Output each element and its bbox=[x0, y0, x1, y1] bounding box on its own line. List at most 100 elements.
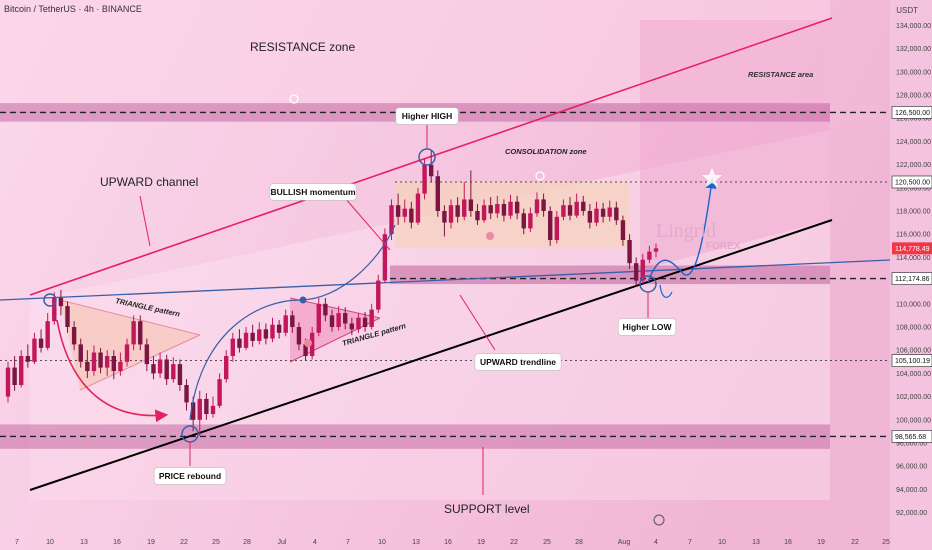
price-level-tag bbox=[892, 242, 932, 255]
candle-body bbox=[283, 315, 288, 333]
price-tick-label: 124,000.00 bbox=[896, 139, 931, 146]
date-tick-label: 10 bbox=[46, 539, 54, 546]
annotation-box bbox=[617, 318, 677, 336]
price-tick-label: 134,000.00 bbox=[896, 23, 931, 30]
candle-body bbox=[217, 379, 222, 406]
candle-body bbox=[290, 315, 295, 327]
date-tick-label: 7 bbox=[688, 539, 692, 546]
candle-body bbox=[600, 208, 606, 217]
candle-body bbox=[52, 298, 57, 322]
date-tick-label: Aug bbox=[618, 539, 631, 546]
candle-body bbox=[362, 317, 368, 327]
candle-body bbox=[468, 199, 474, 211]
price-level-tag-label: 112,174.86 bbox=[895, 276, 930, 283]
candle-body bbox=[19, 356, 24, 385]
annotation-text: SUPPORT level bbox=[444, 502, 530, 516]
date-tick-label: 7 bbox=[346, 539, 350, 546]
candle-body bbox=[514, 201, 520, 214]
candle-body bbox=[78, 344, 83, 362]
candle-body bbox=[614, 207, 619, 221]
candle-body bbox=[587, 211, 593, 223]
price-tick-label: 102,000.00 bbox=[896, 394, 931, 401]
candle-body bbox=[323, 303, 328, 316]
candle-body bbox=[25, 356, 31, 362]
candle-body bbox=[85, 361, 90, 372]
bearish-curve-arrow bbox=[56, 319, 169, 423]
resistance-zone-fill bbox=[0, 0, 830, 105]
support-band-upper bbox=[390, 265, 830, 285]
candle-body bbox=[270, 324, 275, 339]
candle-body bbox=[607, 207, 612, 217]
price-level-tag bbox=[891, 106, 932, 119]
candle-body bbox=[475, 211, 480, 221]
price-tick-label: 106,000.00 bbox=[896, 348, 931, 355]
projection-path bbox=[647, 177, 717, 283]
candle-body bbox=[276, 324, 282, 333]
candle-body bbox=[111, 356, 116, 372]
annotation-box bbox=[153, 467, 227, 485]
candle-body bbox=[58, 298, 64, 307]
candle-body bbox=[647, 251, 652, 260]
candle-body bbox=[197, 398, 202, 420]
candle-body bbox=[230, 338, 236, 356]
candle-body bbox=[124, 344, 130, 362]
price-level-tag-label: 114,778.49 bbox=[895, 246, 930, 253]
price-level-tag bbox=[891, 354, 932, 367]
candle-body bbox=[204, 398, 209, 414]
candle-body bbox=[415, 193, 421, 223]
candle-body bbox=[210, 405, 216, 414]
candle-body bbox=[118, 361, 123, 372]
annotation-text: RESISTANCE area bbox=[748, 70, 813, 79]
price-tick-label: 98,000.00 bbox=[896, 441, 927, 448]
watermark-logo: FOREX bbox=[706, 241, 741, 252]
date-tick-label: 13 bbox=[752, 539, 760, 546]
candle-body bbox=[574, 201, 579, 216]
candle-body bbox=[184, 385, 189, 403]
candle-body bbox=[528, 213, 533, 229]
annotation-label: Higher LOW bbox=[622, 322, 672, 332]
price-level-tag-label: 105,100.19 bbox=[895, 358, 930, 365]
price-level-tag bbox=[891, 430, 932, 443]
currency-label[interactable]: USDT bbox=[896, 6, 918, 15]
price-tick-label: 94,000.00 bbox=[896, 487, 927, 494]
candle-body bbox=[303, 344, 308, 356]
date-tick-label: 16 bbox=[784, 539, 792, 546]
candle-body bbox=[98, 352, 103, 368]
date-tick-label: 16 bbox=[444, 539, 452, 546]
candle-body bbox=[157, 359, 163, 374]
annotation-label: PRICE rebound bbox=[159, 471, 221, 481]
price-tick-label: 96,000.00 bbox=[896, 464, 927, 471]
projection-dip bbox=[659, 284, 673, 298]
price-tick-label: 130,000.00 bbox=[896, 69, 931, 76]
annotation-text: CONSOLIDATION zone bbox=[505, 147, 587, 156]
candle-body bbox=[462, 199, 467, 217]
candle-body bbox=[627, 240, 632, 264]
triangle-left-bottom bbox=[79, 334, 201, 391]
date-tick-label: 16 bbox=[113, 539, 121, 546]
candle-body bbox=[144, 344, 150, 365]
date-tick-label: 10 bbox=[718, 539, 726, 546]
date-tick-label: 25 bbox=[543, 539, 551, 546]
candle-body bbox=[164, 359, 169, 380]
price-tick-label: 126,000.00 bbox=[896, 116, 931, 123]
candle-body bbox=[567, 205, 573, 216]
candle-body bbox=[548, 211, 553, 240]
candle-body bbox=[5, 367, 11, 397]
price-tick-label: 132,000.00 bbox=[896, 46, 931, 53]
candle-body bbox=[316, 303, 321, 333]
candle-body bbox=[257, 329, 262, 341]
support-zone-fill bbox=[30, 440, 830, 500]
candle-body bbox=[12, 367, 17, 385]
date-tick-label: 22 bbox=[851, 539, 859, 546]
candle-body bbox=[151, 364, 156, 374]
price-tick-label: 116,000.00 bbox=[896, 232, 931, 239]
candle-body bbox=[435, 176, 440, 211]
candle-body bbox=[508, 201, 513, 216]
candle-body bbox=[501, 204, 507, 216]
recovery-curve bbox=[189, 299, 301, 421]
date-tick-label: 22 bbox=[510, 539, 518, 546]
date-tick-label: 19 bbox=[817, 539, 825, 546]
date-tick-label: 4 bbox=[313, 539, 317, 546]
candle-body bbox=[422, 164, 427, 194]
